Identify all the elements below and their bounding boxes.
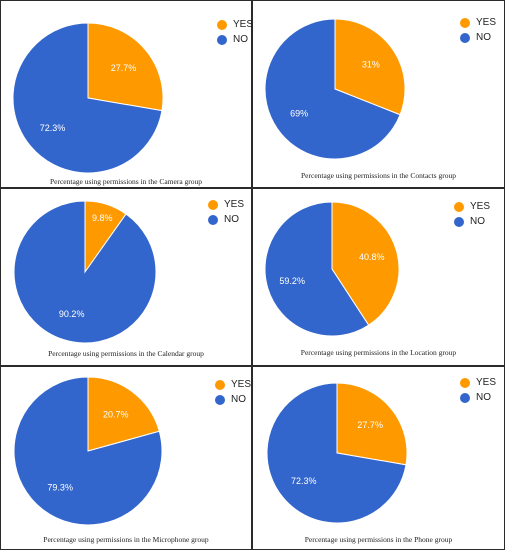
legend-label: YES: [231, 379, 252, 390]
pie-data-label-no: 72.3%: [40, 123, 66, 133]
legend-label: NO: [476, 32, 491, 43]
pie-data-label-yes: 20.7%: [103, 410, 129, 420]
chart-caption: Percentage using permissions in the Came…: [49, 177, 203, 186]
pie-slice-yes: [87, 22, 164, 112]
legend-label: YES: [233, 19, 254, 30]
chart-legend: YES NO: [217, 17, 253, 47]
legend-item-no: NO: [460, 30, 496, 45]
chart-caption: Percentage using permissions in the Phon…: [304, 535, 453, 544]
legend-swatch: [460, 377, 470, 388]
pie-slice-no: [264, 18, 401, 160]
pie-slice-no: [13, 376, 163, 526]
legend-item-yes: YES: [215, 377, 251, 392]
legend-swatch: [460, 17, 470, 28]
pie-data-label-no: 90.2%: [59, 309, 85, 319]
legend-label: YES: [476, 17, 497, 28]
legend-label: NO: [470, 216, 485, 227]
legend-item-no: NO: [208, 212, 244, 227]
pie-chart-contacts: 31% 69% YES NO Percentage using permissions …: [252, 0, 505, 188]
pie-data-label-no: 72.3%: [291, 476, 317, 486]
legend-swatch: [208, 214, 218, 225]
legend-swatch: [217, 34, 227, 45]
pie-chart-phone: 27.7% 72.3% YES NO Percentage using permissi…: [252, 366, 505, 550]
pie-slice-no: [12, 22, 163, 174]
pie-slice-no: [264, 201, 370, 337]
legend-label: NO: [233, 34, 248, 45]
legend-item-yes: YES: [208, 197, 244, 212]
pie-data-label-no: 79.3%: [47, 483, 73, 493]
legend-label: NO: [476, 392, 491, 403]
legend-label: YES: [224, 199, 245, 210]
pie-svg: 31% 69%: [264, 18, 406, 160]
pie-chart-location: 40.8% 59.2% YES NO Percentage using permissi…: [252, 188, 505, 366]
pie-data-label-yes: 40.8%: [359, 252, 385, 262]
legend-swatch: [208, 199, 218, 210]
legend-item-yes: YES: [460, 15, 496, 30]
legend-item-no: NO: [460, 390, 496, 405]
pie-data-label-no: 69%: [290, 108, 308, 118]
pie-chart-microphone: 20.7% 79.3% YES NO Percentage using permissi…: [0, 366, 252, 550]
legend-label: NO: [231, 394, 246, 405]
pie-chart-calendar: 9.8% 90.2% YES NO Percentage using permissio…: [0, 188, 252, 366]
pie-slice-no: [13, 200, 157, 344]
legend-item-no: NO: [215, 392, 251, 407]
legend-label: YES: [476, 377, 497, 388]
pie-slice-yes: [336, 382, 408, 466]
legend-item-no: NO: [454, 214, 490, 229]
pie-slice-yes: [334, 18, 406, 116]
chart-legend: YES NO: [460, 375, 496, 405]
legend-swatch: [454, 216, 464, 227]
pie-svg: 20.7% 79.3%: [13, 376, 163, 526]
chart-legend: YES NO: [454, 199, 490, 229]
pie-svg: 27.7% 72.3%: [12, 22, 164, 174]
chart-legend: YES NO: [215, 377, 251, 407]
pie-data-label-no: 59.2%: [279, 276, 305, 286]
pie-svg: 27.7% 72.3%: [266, 382, 408, 524]
pie-slice-no: [266, 382, 407, 524]
pie-data-label-yes: 27.7%: [357, 420, 383, 430]
chart-caption: Percentage using permissions in the Cont…: [301, 171, 456, 180]
pie-slice-yes: [87, 376, 160, 452]
legend-swatch: [215, 394, 225, 405]
pie-chart-camera: 27.7% 72.3% YES NO Percentage using permissi…: [0, 0, 253, 188]
chart-caption: Percentage using permissions in the Loca…: [300, 348, 457, 357]
pie-svg: 9.8% 90.2%: [13, 200, 157, 344]
legend-label: YES: [470, 201, 491, 212]
chart-legend: YES NO: [460, 15, 496, 45]
chart-caption: Percentage using permissions in the Micr…: [43, 535, 209, 544]
legend-item-yes: YES: [460, 375, 496, 390]
legend-swatch: [460, 32, 470, 43]
legend-swatch: [217, 19, 227, 30]
chart-legend: YES NO: [208, 197, 244, 227]
pie-data-label-yes: 27.7%: [111, 63, 137, 73]
legend-swatch: [454, 201, 464, 212]
legend-item-no: NO: [217, 32, 253, 47]
legend-item-yes: YES: [217, 17, 253, 32]
legend-label: NO: [224, 214, 239, 225]
pie-data-label-yes: 31%: [362, 60, 380, 70]
pie-svg: 40.8% 59.2%: [264, 201, 400, 337]
chart-caption: Percentage using permissions in the Cale…: [48, 349, 204, 358]
legend-item-yes: YES: [454, 199, 490, 214]
legend-swatch: [215, 379, 225, 390]
legend-swatch: [460, 392, 470, 403]
pie-data-label-yes: 9.8%: [92, 213, 113, 223]
